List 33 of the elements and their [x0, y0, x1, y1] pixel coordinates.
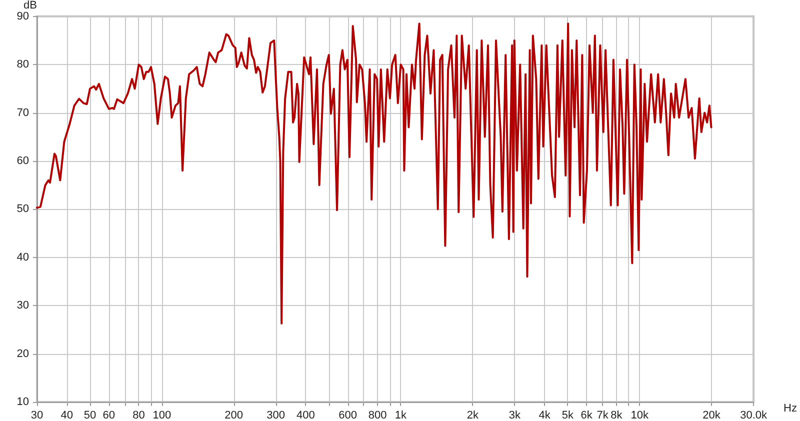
x-tick-label: 6k: [580, 410, 593, 421]
x-tick-label: 600: [338, 410, 357, 421]
x-tick-label: 60: [102, 410, 116, 421]
x-tick-label: 200: [224, 410, 243, 421]
x-tick-label: 10k: [630, 410, 649, 421]
x-tick-label: 20k: [702, 410, 721, 421]
y-tick-label: 30: [16, 300, 29, 312]
y-tick-label: 60: [16, 155, 29, 167]
x-axis-title: Hz: [784, 402, 798, 414]
x-tick-label: 40: [60, 410, 73, 421]
x-tick-label: 800: [368, 410, 387, 421]
x-tick-label: 50: [84, 410, 96, 421]
x-tick-label: 3k: [508, 410, 522, 421]
x-tick-label: 5k: [562, 410, 574, 421]
y-tick-label: 70: [16, 106, 29, 119]
y-tick-label: 10: [16, 396, 29, 408]
x-tick-label: 8k: [610, 410, 623, 421]
y-tick-label: 40: [16, 251, 29, 264]
x-tick-label: 4k: [538, 410, 551, 421]
x-tick-label: 400: [296, 410, 315, 421]
x-tick-label: 7k: [596, 410, 609, 421]
x-tick-label: 100: [152, 410, 172, 421]
y-tick-label: 50: [16, 203, 29, 216]
x-tick-label: 30: [30, 410, 44, 421]
y-axis-title: dB: [24, 0, 37, 12]
y-tick-label: 80: [16, 58, 29, 71]
x-tick-label: 80: [132, 410, 145, 421]
x-tick-label: 300: [266, 410, 286, 421]
x-tick-label: 1k: [394, 410, 408, 421]
y-tick-label: 90: [16, 10, 29, 22]
x-tick-label: 2k: [466, 410, 479, 421]
x-tick-label: 30.0k: [740, 410, 768, 421]
y-tick-label: 20: [16, 348, 29, 360]
